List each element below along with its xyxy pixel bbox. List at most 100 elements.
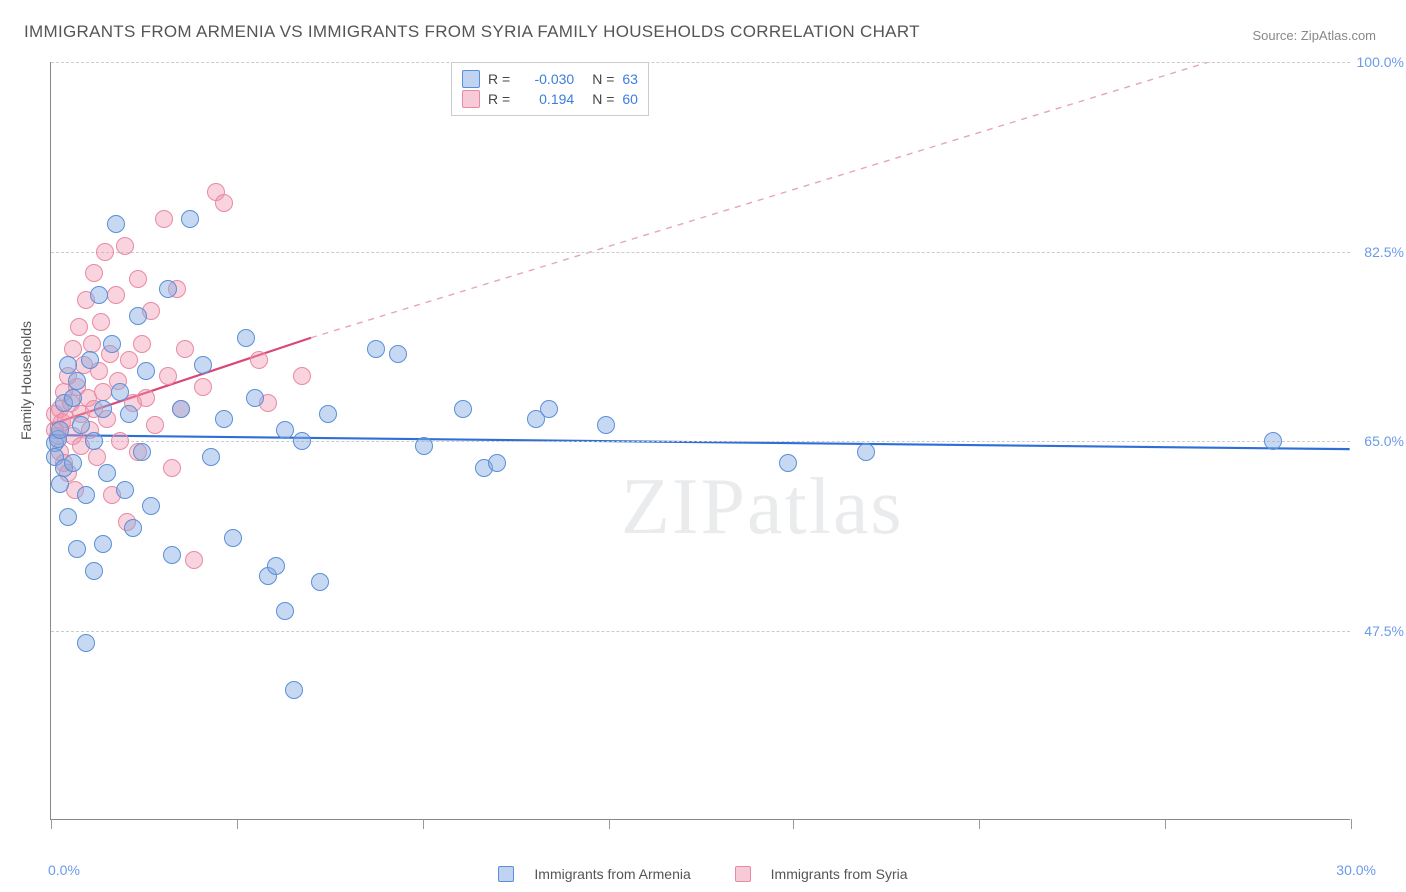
- gridline: [51, 631, 1350, 632]
- legend-n-label: N =: [592, 71, 614, 87]
- syria-point: [185, 551, 203, 569]
- x-tick: [423, 819, 424, 829]
- armenia-point: [98, 464, 116, 482]
- armenia-point: [116, 481, 134, 499]
- armenia-point: [68, 540, 86, 558]
- legend-armenia-label: Immigrants from Armenia: [534, 866, 690, 882]
- syria-point: [85, 264, 103, 282]
- armenia-point: [202, 448, 220, 466]
- armenia-point: [85, 432, 103, 450]
- armenia-point: [94, 535, 112, 553]
- series-legend: Immigrants from Armenia Immigrants from …: [0, 866, 1406, 882]
- y-tick-label: 47.5%: [1354, 623, 1404, 639]
- syria-point: [92, 313, 110, 331]
- armenia-point: [488, 454, 506, 472]
- armenia-point: [142, 497, 160, 515]
- source-label: Source: ZipAtlas.com: [1252, 28, 1376, 43]
- armenia-point: [64, 389, 82, 407]
- armenia-point: [267, 557, 285, 575]
- armenia-point: [159, 280, 177, 298]
- armenia-point: [111, 383, 129, 401]
- x-tick: [51, 819, 52, 829]
- armenia-point: [311, 573, 329, 591]
- legend-row: R =0.194N = 60: [462, 89, 638, 109]
- armenia-point: [1264, 432, 1282, 450]
- legend-n-label: N =: [592, 91, 614, 107]
- x-tick: [979, 819, 980, 829]
- chart-title: IMMIGRANTS FROM ARMENIA VS IMMIGRANTS FR…: [24, 22, 920, 42]
- syria-swatch: [735, 866, 751, 882]
- armenia-point: [246, 389, 264, 407]
- syria-point: [293, 367, 311, 385]
- legend-syria: Immigrants from Syria: [725, 866, 918, 882]
- armenia-point: [540, 400, 558, 418]
- armenia-point: [285, 681, 303, 699]
- y-tick-label: 82.5%: [1354, 244, 1404, 260]
- legend-armenia: Immigrants from Armenia: [488, 866, 700, 882]
- syria-point: [194, 378, 212, 396]
- syria-point: [215, 194, 233, 212]
- syria-point: [88, 448, 106, 466]
- armenia-point: [137, 362, 155, 380]
- armenia-point: [597, 416, 615, 434]
- armenia-point: [59, 508, 77, 526]
- armenia-point: [77, 634, 95, 652]
- armenia-point: [857, 443, 875, 461]
- legend-r-label: R =: [488, 71, 510, 87]
- armenia-point: [120, 405, 138, 423]
- armenia-point: [293, 432, 311, 450]
- syria-point: [96, 243, 114, 261]
- syria-point: [155, 210, 173, 228]
- syria-point: [70, 318, 88, 336]
- armenia-point: [90, 286, 108, 304]
- armenia-point: [107, 215, 125, 233]
- armenia-point: [172, 400, 190, 418]
- armenia-swatch: [498, 866, 514, 882]
- syria-point: [120, 351, 138, 369]
- y-tick-label: 65.0%: [1354, 433, 1404, 449]
- armenia-point: [51, 421, 69, 439]
- armenia-point: [81, 351, 99, 369]
- syria-point: [250, 351, 268, 369]
- syria-point: [111, 432, 129, 450]
- armenia-point: [367, 340, 385, 358]
- armenia-point: [163, 546, 181, 564]
- legend-r-value: 0.194: [518, 91, 574, 107]
- armenia-point: [85, 562, 103, 580]
- legend-row: R = -0.030 N = 63: [462, 69, 638, 89]
- armenia-point: [103, 335, 121, 353]
- legend-r-value: -0.030: [518, 71, 574, 87]
- armenia-point: [215, 410, 233, 428]
- y-axis-label: Family Households: [18, 321, 34, 440]
- armenia-point: [68, 372, 86, 390]
- y-tick-label: 100.0%: [1354, 54, 1404, 70]
- syria-point: [163, 459, 181, 477]
- armenia-point: [133, 443, 151, 461]
- x-tick: [793, 819, 794, 829]
- legend-n-value: 63: [622, 71, 638, 87]
- plot-area: ZIPatlas R =-0.030N = 63R =0.194N = 60 4…: [50, 62, 1350, 820]
- armenia-point: [124, 519, 142, 537]
- armenia-point: [276, 602, 294, 620]
- legend-n-value: 60: [622, 91, 638, 107]
- x-tick: [1351, 819, 1352, 829]
- syria-point: [159, 367, 177, 385]
- x-tick: [237, 819, 238, 829]
- x-tick: [1165, 819, 1166, 829]
- armenia-point: [454, 400, 472, 418]
- armenia-point: [779, 454, 797, 472]
- syria-point: [133, 335, 151, 353]
- legend-syria-label: Immigrants from Syria: [771, 866, 908, 882]
- x-tick: [609, 819, 610, 829]
- armenia-point: [237, 329, 255, 347]
- armenia-point: [64, 454, 82, 472]
- gridline: [51, 62, 1350, 63]
- gridline: [51, 252, 1350, 253]
- legend-swatch: [462, 90, 480, 108]
- armenia-point: [194, 356, 212, 374]
- armenia-point: [59, 356, 77, 374]
- watermark: ZIPatlas: [621, 462, 904, 553]
- armenia-point: [181, 210, 199, 228]
- correlation-legend: R = -0.030 N = 63R = 0.194 N = 60: [451, 62, 649, 116]
- syria-point: [83, 335, 101, 353]
